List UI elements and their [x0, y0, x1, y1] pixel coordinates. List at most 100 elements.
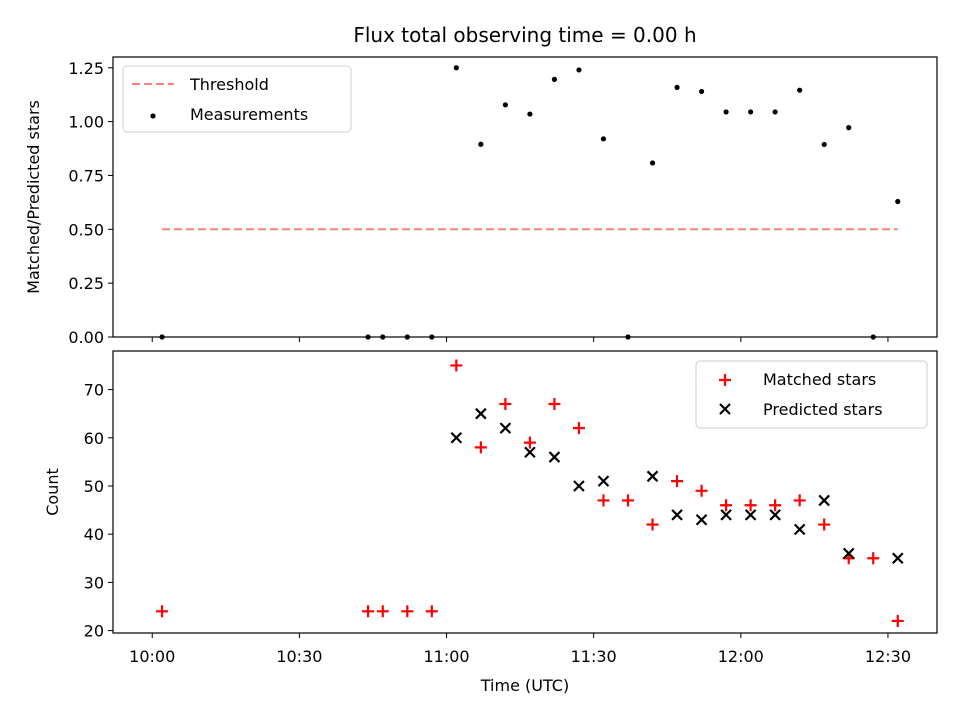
- predicted-star-point: [450, 431, 463, 444]
- matched-star-point: [622, 494, 634, 507]
- matched-star-point: [499, 398, 512, 411]
- matched-star-point: [769, 499, 782, 512]
- predicted-star-point: [475, 407, 487, 420]
- top-y-axis-label: Matched/Predicted stars: [24, 100, 43, 294]
- chart-title: Flux total observing time = 0.00 h: [353, 23, 696, 47]
- top-y-tick-label: 1.00: [68, 113, 104, 132]
- matched-star-point: [362, 605, 375, 618]
- top-y-axis: 0.00 0.25 0.50 0.75 1.00 1.25: [68, 59, 113, 347]
- bottom-legend-box: [695, 360, 928, 429]
- top-y-tick-label: 0.75: [68, 166, 104, 185]
- measurement-point: [478, 141, 484, 147]
- measurement-point: [698, 88, 705, 95]
- measurement-point: [821, 141, 827, 148]
- top-x-axis-ticks: [151, 337, 889, 342]
- measurement-point: [600, 136, 607, 142]
- matched-star-point: [720, 499, 733, 512]
- measurement-point: [453, 65, 459, 71]
- matched-star-point: [793, 494, 806, 507]
- x-tick-label: 11:30: [571, 647, 617, 666]
- predicted-star-point: [818, 494, 830, 507]
- bottom-legend: Matched stars Predicted stars: [695, 360, 928, 429]
- matched-star-point: [572, 422, 585, 435]
- predicted-star-point: [548, 451, 561, 463]
- matched-star-point: [597, 494, 610, 507]
- bottom-axes-frame: [112, 350, 938, 634]
- measurement-point: [846, 125, 852, 131]
- predicted-star-point: [793, 523, 806, 536]
- predicted-star-point: [499, 422, 512, 434]
- predicted-star-point: [891, 552, 904, 565]
- bottom-x-axis: 10:00 10:30 11:00 11:30 12:00 12:30: [129, 633, 911, 666]
- matched-star-point: [818, 518, 831, 531]
- matched-star-point: [523, 436, 536, 449]
- measurements-legend-swatch: [150, 113, 156, 119]
- bottom-panel: 20 30 40 50 60 70 10:00 10:30 11:00 11:30 12:00 12…: [43, 350, 938, 695]
- matched-star-point: [646, 518, 659, 531]
- measurement-point: [797, 87, 803, 93]
- matched-star-point: [401, 605, 414, 618]
- bottom-y-tick-label: 70: [84, 381, 104, 400]
- matched-star-point: [695, 484, 708, 497]
- predicted-star-point: [720, 509, 732, 521]
- top-y-tick-label: 0.50: [68, 220, 104, 239]
- predicted-star-point: [573, 480, 585, 492]
- measurement-point: [772, 109, 778, 115]
- predicted-star-point: [524, 446, 536, 459]
- threshold-legend-label: Threshold: [189, 75, 269, 94]
- predicted-star-point: [695, 513, 708, 526]
- predicted-legend-swatch: [719, 403, 731, 415]
- x-axis-label: Time (UTC): [480, 676, 569, 695]
- matched-star-point: [744, 499, 757, 512]
- top-y-tick-label: 0.00: [68, 328, 104, 347]
- measurement-point: [576, 67, 582, 73]
- matched-star-point: [425, 605, 438, 618]
- bottom-y-axis: 20 30 40 50 60 70: [84, 381, 113, 641]
- matched-star-point: [548, 398, 561, 411]
- measurement-point: [649, 160, 656, 166]
- measurement-point: [674, 84, 680, 90]
- bottom-y-tick-label: 20: [84, 622, 104, 641]
- matched-star-point: [156, 605, 169, 618]
- x-tick-label: 10:30: [276, 647, 322, 666]
- x-tick-label: 12:00: [718, 647, 764, 666]
- x-tick-label: 11:00: [423, 647, 469, 666]
- bottom-y-tick-label: 60: [84, 429, 104, 448]
- predicted-star-point: [744, 509, 757, 521]
- matched-star-point: [450, 359, 463, 372]
- matched-star-point: [671, 475, 684, 488]
- top-y-tick-label: 1.25: [68, 59, 104, 78]
- predicted-star-point: [646, 470, 659, 483]
- bottom-y-tick-label: 50: [84, 477, 104, 496]
- matched-legend-swatch: [719, 374, 731, 386]
- predicted-star-point: [769, 509, 781, 521]
- top-panel: Flux total observing time = 0.00 h 0.000…: [24, 23, 938, 347]
- matched-legend-label: Matched stars: [763, 370, 876, 389]
- predicted-star-point: [842, 547, 855, 560]
- x-tick-label: 10:00: [129, 647, 175, 666]
- top-legend: Threshold Measurements: [122, 65, 352, 133]
- top-y-tick-label: 0.25: [68, 274, 104, 293]
- matched-star-point: [891, 614, 904, 627]
- bottom-y-tick-label: 40: [84, 525, 104, 544]
- predicted-star-point: [671, 509, 683, 521]
- measurement-point: [723, 109, 729, 115]
- measurements-legend-label: Measurements: [190, 105, 308, 124]
- bottom-y-axis-label: Count: [43, 468, 62, 516]
- top-legend-box: [122, 65, 352, 133]
- matched-star-point: [474, 441, 487, 454]
- measurement-point: [551, 76, 558, 82]
- bottom-plot-area: [156, 359, 904, 627]
- predicted-legend-label: Predicted stars: [763, 400, 883, 419]
- measurement-point: [895, 198, 901, 205]
- matched-star-point: [867, 552, 880, 565]
- matched-star-point: [376, 605, 389, 618]
- measurement-point: [502, 102, 508, 108]
- top-axes-frame: [112, 56, 938, 338]
- predicted-star-point: [597, 475, 610, 487]
- bottom-y-tick-label: 30: [84, 573, 104, 592]
- measurement-point: [748, 109, 754, 115]
- measurement-point: [527, 111, 533, 117]
- x-tick-label: 12:30: [865, 647, 911, 666]
